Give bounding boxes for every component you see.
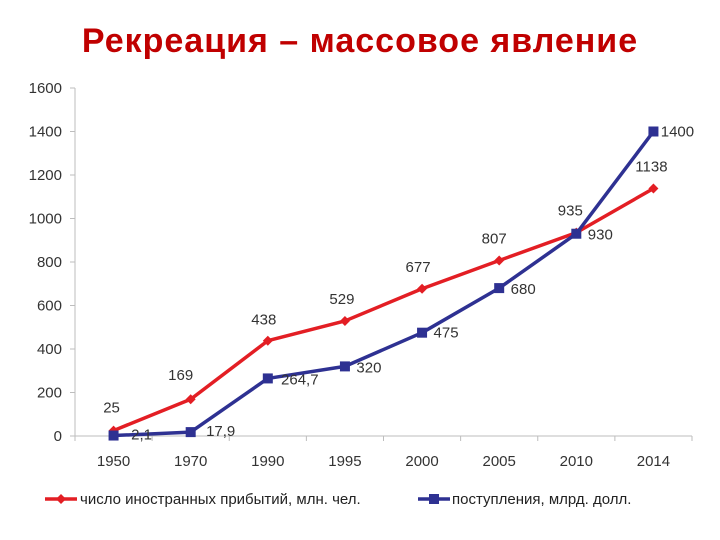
data-label: 264,7 — [281, 371, 319, 388]
chart-legend: число иностранных прибытий, млн. чел. пос… — [45, 491, 631, 508]
y-tick-label: 400 — [37, 341, 62, 358]
x-tick-label: 1995 — [328, 453, 361, 470]
y-tick-label: 1600 — [29, 80, 62, 97]
data-label: 807 — [482, 230, 507, 247]
legend-label: число иностранных прибытий, млн. чел. — [80, 491, 361, 508]
data-point-marker — [494, 255, 505, 266]
x-axis-ticks: 1950 1970 1990 1995 2000 2005 2010 2014 — [74, 436, 693, 470]
legend-marker — [429, 494, 439, 504]
series-line — [112, 186, 655, 433]
data-label: 930 — [588, 227, 613, 244]
data-point-marker — [571, 228, 582, 239]
data-point-marker — [262, 373, 273, 384]
data-point-marker — [108, 430, 119, 441]
data-point-marker — [648, 126, 659, 137]
legend-marker — [56, 494, 66, 504]
y-tick-label: 800 — [37, 254, 62, 271]
data-label: 169 — [168, 367, 193, 384]
data-label: 1138 — [635, 158, 667, 175]
x-tick-label: 2000 — [405, 453, 438, 470]
x-tick-label: 2010 — [560, 453, 593, 470]
data-point-marker — [417, 327, 428, 338]
y-tick-label: 1000 — [29, 211, 62, 228]
x-tick-label: 1990 — [251, 453, 284, 470]
data-label: 25 — [103, 400, 120, 417]
data-point-marker — [648, 183, 659, 194]
legend-label: поступления, млрд. долл. — [452, 491, 631, 508]
data-label: 935 — [558, 203, 583, 220]
data-label: 2,1 — [131, 427, 152, 444]
y-tick-label: 200 — [37, 385, 62, 402]
data-label: 680 — [511, 281, 536, 298]
x-tick-label: 2005 — [483, 453, 516, 470]
data-label: 475 — [434, 325, 459, 342]
data-label: 320 — [356, 359, 381, 376]
page-title: Рекреация – массовое явление — [81, 22, 639, 60]
y-tick-label: 1400 — [29, 124, 62, 141]
data-label: 529 — [329, 291, 354, 308]
data-point-marker — [417, 283, 428, 294]
x-tick-label: 2014 — [637, 453, 670, 470]
data-point-marker — [494, 283, 505, 294]
y-tick-label: 0 — [54, 428, 62, 445]
data-label: 677 — [406, 259, 431, 276]
data-label: 17,9 — [206, 423, 235, 440]
y-axis-ticks: 0 200 400 600 800 1000 1200 1400 1600 — [29, 80, 75, 445]
x-tick-label: 1950 — [97, 453, 130, 470]
data-point-marker — [262, 335, 273, 346]
chart-series — [108, 126, 659, 441]
y-tick-label: 600 — [37, 298, 62, 315]
x-tick-label: 1970 — [174, 453, 207, 470]
data-label: 1400 — [661, 124, 694, 141]
data-point-marker — [339, 361, 350, 372]
data-point-marker — [339, 315, 350, 326]
data-point-marker — [185, 394, 196, 405]
data-label: 438 — [251, 312, 276, 329]
y-tick-label: 1200 — [29, 167, 62, 184]
data-labels: 25 169 438 529 677 807 935 1138 2,1 17,9 264,7 320 4… — [103, 124, 694, 444]
series-line — [113, 130, 655, 438]
data-point-marker — [185, 427, 196, 438]
